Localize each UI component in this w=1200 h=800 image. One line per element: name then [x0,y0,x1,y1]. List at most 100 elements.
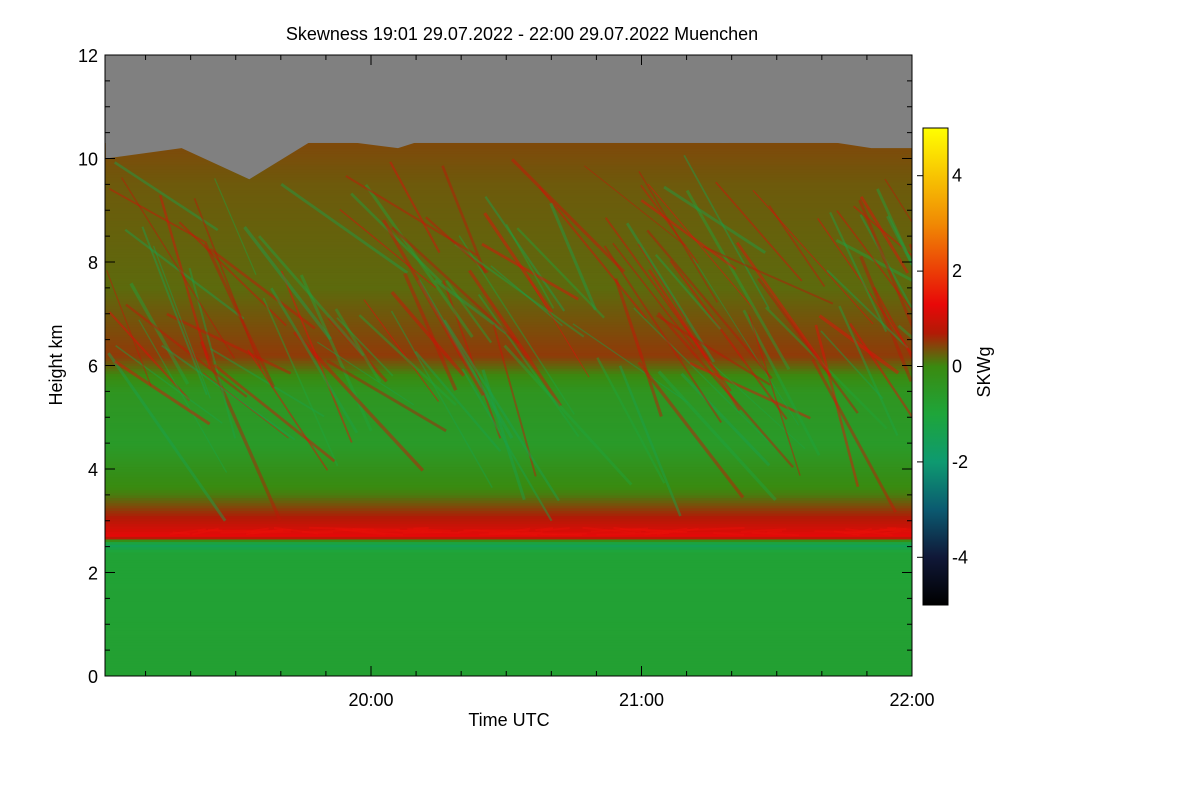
inversion-texture [540,527,570,532]
heatmap-height-band [105,489,912,493]
heatmap-height-band [105,344,912,348]
heatmap-height-band [105,280,912,284]
heatmap-height-band [105,518,912,522]
heatmap-height-band [105,588,912,592]
fall-streak [757,277,859,414]
x-tick-label: 22:00 [889,690,934,710]
fall-streak [403,272,458,391]
heatmap-height-band [105,236,912,240]
heatmap-height-band [105,432,912,436]
heatmap-height-band [105,194,912,198]
fall-streak [345,175,478,257]
heatmap-height-band [105,339,912,343]
heatmap-height-band [105,262,912,266]
heatmap-height-band [105,492,912,496]
heatmap-height-band [105,199,912,204]
heatmap-height-band [105,293,912,297]
heatmap-height-band [105,422,912,426]
heatmap-height-band [105,523,912,527]
heatmap-height-band [105,393,912,398]
fall-streak [280,183,409,274]
heatmap-height-band [105,541,912,545]
fall-streak [625,222,716,363]
fall-streak [159,194,212,369]
heatmap-height-band [105,308,912,312]
heatmap-height-band [105,551,912,555]
fall-streak [640,184,699,264]
inversion-texture [766,530,783,534]
heatmap-height-band [105,520,912,524]
fall-streak [742,309,821,456]
heatmap-height-band [105,148,912,152]
fall-streak [538,186,647,319]
heatmap-height-band [105,546,912,550]
y-tick-label: 2 [88,564,98,584]
fall-streak [107,352,227,522]
fall-streak [849,322,912,419]
heatmap-height-band [105,512,912,517]
inversion-texture [686,526,745,532]
heatmap-height-band [105,212,912,217]
x-tick-label: 21:00 [619,690,664,710]
fall-streak [262,297,339,467]
heatmap-height-band [105,580,912,584]
fall-streak [859,195,910,274]
heatmap-height-band [105,365,912,369]
heatmap-height-band [105,223,912,227]
fall-streak [458,235,575,415]
heatmap-height-band [105,311,912,315]
fall-streak [838,305,899,437]
heatmap-height-band [105,158,912,162]
heatmap-height-band [105,357,912,361]
fall-streak [389,161,441,254]
fall-streak [257,235,365,357]
fall-streak [166,312,292,375]
fall-streak [752,189,874,325]
fall-streak [683,154,770,309]
fall-streak [417,279,514,439]
heatmap-height-band [105,448,912,452]
fall-streak [702,245,834,305]
heatmap-height-band [105,440,912,444]
heatmap-height-band [105,458,912,462]
fall-streak [382,219,485,397]
fall-streak [481,369,526,501]
heatmap-height-band [105,163,912,167]
heatmap-height-band [105,174,912,178]
fall-streak [454,243,585,338]
colorbar: 4 2 0 -2 -4 SKWg [917,127,994,606]
heatmap-height-band [105,303,912,307]
inversion-texture [535,527,554,532]
fall-streak [390,310,493,488]
heatmap-height-band [105,207,912,211]
heatmap-height-band [105,469,912,473]
y-tick-label: 0 [88,667,98,687]
fall-streak [358,314,457,406]
fall-streak [614,278,663,417]
heatmap-height-band [105,510,912,514]
fall-streak [876,188,912,268]
x-axis-label: Time UTC [468,710,549,730]
x-axis: 20:00 21:00 22:00 [145,55,935,710]
fall-streak [637,361,745,499]
heatmap-height-band [105,168,912,173]
heatmap-height-band [105,665,912,669]
heatmap-height-band [105,419,912,424]
heatmap-height-band [105,375,912,380]
inversion-texture [656,529,679,536]
heatmap-height-band [105,298,912,302]
heatmap-height-band [105,399,912,403]
heatmap-height-band [105,673,912,676]
heatmap-height-band [105,608,912,612]
fall-streak [270,287,359,434]
fall-streak [603,245,723,424]
heatmap-height-band [105,567,912,571]
fall-streak [468,269,562,407]
colorbar-tick-label: 4 [952,166,962,186]
heatmap-height-band [105,595,912,599]
heatmap-height-band [105,230,912,235]
heatmap-height-band [105,621,912,625]
heatmap-height-band [105,500,912,504]
fall-streak [327,316,388,383]
fall-streak [326,359,447,433]
